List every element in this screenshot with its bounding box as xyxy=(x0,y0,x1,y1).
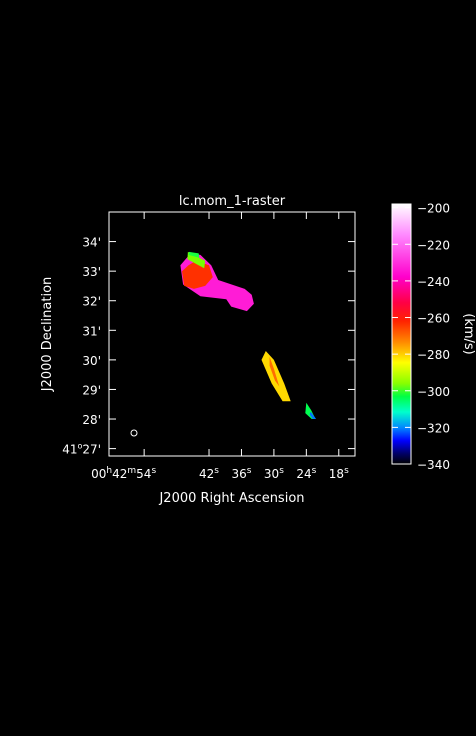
x-tick-label-part: h xyxy=(106,466,112,476)
emission-map xyxy=(180,251,317,419)
x-tick-label-part: m xyxy=(127,466,136,476)
colorbar-tick-label: −200 xyxy=(417,202,450,216)
x-axis: 00h42m54s 42s 36s 30s 24s 18s xyxy=(91,212,349,481)
x-tick-label-part: 54 xyxy=(136,467,151,481)
y-tick-label-part: o xyxy=(78,442,83,451)
colorbar-tick-label: −340 xyxy=(417,458,450,472)
colorbar xyxy=(391,203,412,465)
x-tick-label-part: s xyxy=(312,466,317,476)
beam-ellipse xyxy=(130,429,138,437)
y-tick-label: 31' xyxy=(82,324,101,338)
y-tick-label: 30' xyxy=(82,354,101,368)
y-tick-label: 28' xyxy=(82,413,101,427)
x-tick-label: 42s xyxy=(199,466,219,481)
x-tick-label-part: s xyxy=(247,466,252,476)
colorbar-tick-label: −280 xyxy=(417,348,450,362)
x-tick-label: 18s xyxy=(329,466,349,481)
colorbar-label: (km/s) xyxy=(461,313,476,355)
chart-title: lc.mom_1-raster xyxy=(179,194,286,209)
y-tick-label: 33' xyxy=(82,265,101,279)
y-axis: 34' 33' 32' 31' 30' 29' 28' 41o27' xyxy=(62,236,355,457)
x-tick-label-part: s xyxy=(214,466,219,476)
south-cloud-tail xyxy=(309,411,317,419)
y-tick-label: 34' xyxy=(82,236,101,250)
y-tick-label: 41o27' xyxy=(62,442,101,457)
y-axis-label: J2000 Declination xyxy=(40,277,55,393)
y-tick-label: 29' xyxy=(82,383,101,397)
x-tick-label-part: s xyxy=(151,466,156,476)
north-cloud-edge xyxy=(188,251,200,258)
x-axis-label: J2000 Right Ascension xyxy=(158,491,304,506)
middle-cloud-core xyxy=(269,356,280,387)
colorbar-tick-label: −260 xyxy=(417,312,450,326)
x-tick-label-part: 36 xyxy=(231,467,246,481)
x-tick-label: 00h42m54s xyxy=(91,466,156,481)
x-tick-label-part: 30 xyxy=(264,467,279,481)
y-tick-label-part: 41 xyxy=(62,443,77,457)
x-tick-label-part: s xyxy=(344,466,349,476)
x-tick-label-part: 42 xyxy=(199,467,214,481)
y-tick-label: 32' xyxy=(82,295,101,309)
x-tick-label: 36s xyxy=(231,466,251,481)
colorbar-tick-label: −320 xyxy=(417,421,450,435)
colorbar-tick-label: −220 xyxy=(417,238,450,252)
north-cloud-rim xyxy=(187,251,206,269)
y-tick-label-part: 27' xyxy=(82,443,101,457)
north-cloud-core xyxy=(182,260,213,289)
x-tick-label-part: 00 xyxy=(91,467,106,481)
colorbar-tick-label: −300 xyxy=(417,385,450,399)
x-tick-label-part: 24 xyxy=(296,467,311,481)
colorbar-axis: −200 −220 −240 −260 −280 −300 −320 −340 xyxy=(392,202,450,472)
x-tick-label: 30s xyxy=(264,466,284,481)
plot-frame xyxy=(108,211,356,457)
colorbar-tick-label: −240 xyxy=(417,275,450,289)
x-tick-label-part: 18 xyxy=(329,467,344,481)
x-tick-label-part: s xyxy=(279,466,284,476)
x-tick-label: 24s xyxy=(296,466,316,481)
x-tick-label-part: 42 xyxy=(112,467,127,481)
